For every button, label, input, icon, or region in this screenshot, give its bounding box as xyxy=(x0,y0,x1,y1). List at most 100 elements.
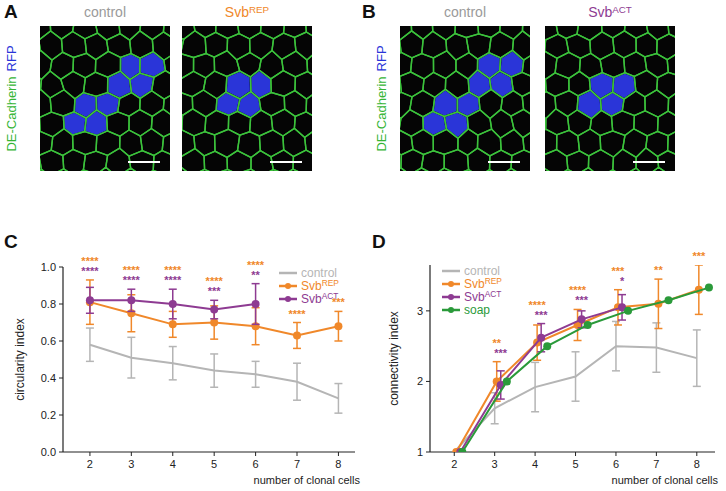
error-cap xyxy=(618,294,626,296)
significance: ** xyxy=(492,337,501,349)
y-tick-label: 3 xyxy=(417,305,423,317)
scale-bar xyxy=(128,161,160,163)
error-bar xyxy=(572,352,580,401)
x-tick-label: 6 xyxy=(613,458,619,470)
x-tick xyxy=(131,452,132,456)
cell-outline xyxy=(106,148,131,171)
error-cap xyxy=(693,386,701,388)
error-stem xyxy=(255,361,257,387)
error-cap xyxy=(210,338,218,340)
cell-outline xyxy=(477,53,500,79)
plot-marks xyxy=(86,280,343,413)
micrograph xyxy=(182,26,312,171)
error-cap xyxy=(293,322,301,324)
image-background xyxy=(40,26,170,171)
y-tick xyxy=(59,304,63,305)
scale-bar xyxy=(633,161,665,163)
cell-outline xyxy=(401,149,424,171)
x-tick xyxy=(535,452,536,456)
series-point xyxy=(665,296,673,304)
cell-outline xyxy=(259,51,283,79)
cell-outline xyxy=(490,109,514,138)
error-cap xyxy=(86,287,94,289)
y-tick-label: 0.0 xyxy=(41,446,56,458)
cell-outline xyxy=(444,150,468,171)
error-stem xyxy=(213,354,215,387)
y-axis xyxy=(62,267,63,452)
cell-outline xyxy=(95,26,120,40)
cell-outline xyxy=(555,91,578,117)
cell-outline xyxy=(284,26,307,37)
x-tick-label: 3 xyxy=(128,458,134,470)
cell-outline xyxy=(272,33,296,59)
cell-outline xyxy=(117,168,143,171)
x-tick xyxy=(89,452,90,456)
cell-outline xyxy=(400,168,413,171)
series-point xyxy=(86,296,94,304)
cell-outline xyxy=(40,169,50,171)
cell-outline xyxy=(50,90,75,116)
cell-outline xyxy=(163,93,170,118)
cell-outline xyxy=(259,92,285,115)
image-background xyxy=(182,26,312,171)
cell-outline xyxy=(192,169,217,171)
significance: **** xyxy=(206,275,224,287)
legend: controlSvbREPSvbACT xyxy=(279,266,339,306)
error-cap xyxy=(86,324,94,326)
cell-outline xyxy=(306,169,312,171)
cell-outline xyxy=(468,148,490,171)
cell-outline xyxy=(285,169,307,171)
series-line xyxy=(454,346,697,452)
y-axis-title: circularity index xyxy=(13,318,27,401)
legend: controlSvbREPSvbACTsoap xyxy=(442,264,502,317)
x-tick xyxy=(172,452,173,456)
y-tick xyxy=(426,452,430,453)
series-point xyxy=(537,334,545,342)
series-point xyxy=(503,377,511,385)
y-tick xyxy=(59,378,63,379)
error-bar xyxy=(652,323,660,372)
error-stem xyxy=(656,323,658,372)
error-cap xyxy=(578,310,586,312)
cell-outline xyxy=(500,168,525,171)
error-cap xyxy=(612,370,620,372)
error-cap xyxy=(86,327,94,329)
x-axis-title: number of clonal cells xyxy=(612,474,719,486)
error-cap xyxy=(693,329,701,331)
error-cap xyxy=(252,387,260,389)
error-cap xyxy=(654,328,662,330)
error-stem xyxy=(575,352,577,401)
error-cap xyxy=(537,323,545,325)
x-tick-label: 8 xyxy=(694,458,700,470)
x-tick-label: 2 xyxy=(87,458,93,470)
y-axis xyxy=(429,265,430,452)
image-title: SvbREP xyxy=(225,4,270,20)
cell-outline xyxy=(50,52,73,79)
error-cap xyxy=(86,361,94,363)
error-bar xyxy=(334,311,342,341)
cell-outline xyxy=(40,150,64,171)
x-axis-title: number of clonal cells xyxy=(254,474,361,486)
significance: **** xyxy=(569,284,587,296)
panel-letter: C xyxy=(4,231,18,252)
legend-marker xyxy=(448,307,454,313)
series-point xyxy=(210,319,218,327)
plot-marks xyxy=(452,265,713,452)
x-tick-label: 8 xyxy=(335,458,341,470)
cell-outline xyxy=(600,170,626,171)
cell-outline xyxy=(227,34,250,60)
error-cap xyxy=(86,313,94,315)
series-line xyxy=(460,307,622,452)
x-tick-label: 5 xyxy=(211,458,217,470)
cell-outline xyxy=(237,92,261,118)
cell-outline xyxy=(645,167,668,171)
error-bar xyxy=(531,362,539,411)
error-cap xyxy=(334,340,342,342)
legend-marker xyxy=(285,283,291,289)
error-cap xyxy=(252,344,260,346)
cell-outline xyxy=(446,34,469,61)
series-point xyxy=(705,284,713,292)
error-bar xyxy=(252,284,260,325)
micrograph xyxy=(545,26,675,171)
x-tick xyxy=(615,452,616,456)
